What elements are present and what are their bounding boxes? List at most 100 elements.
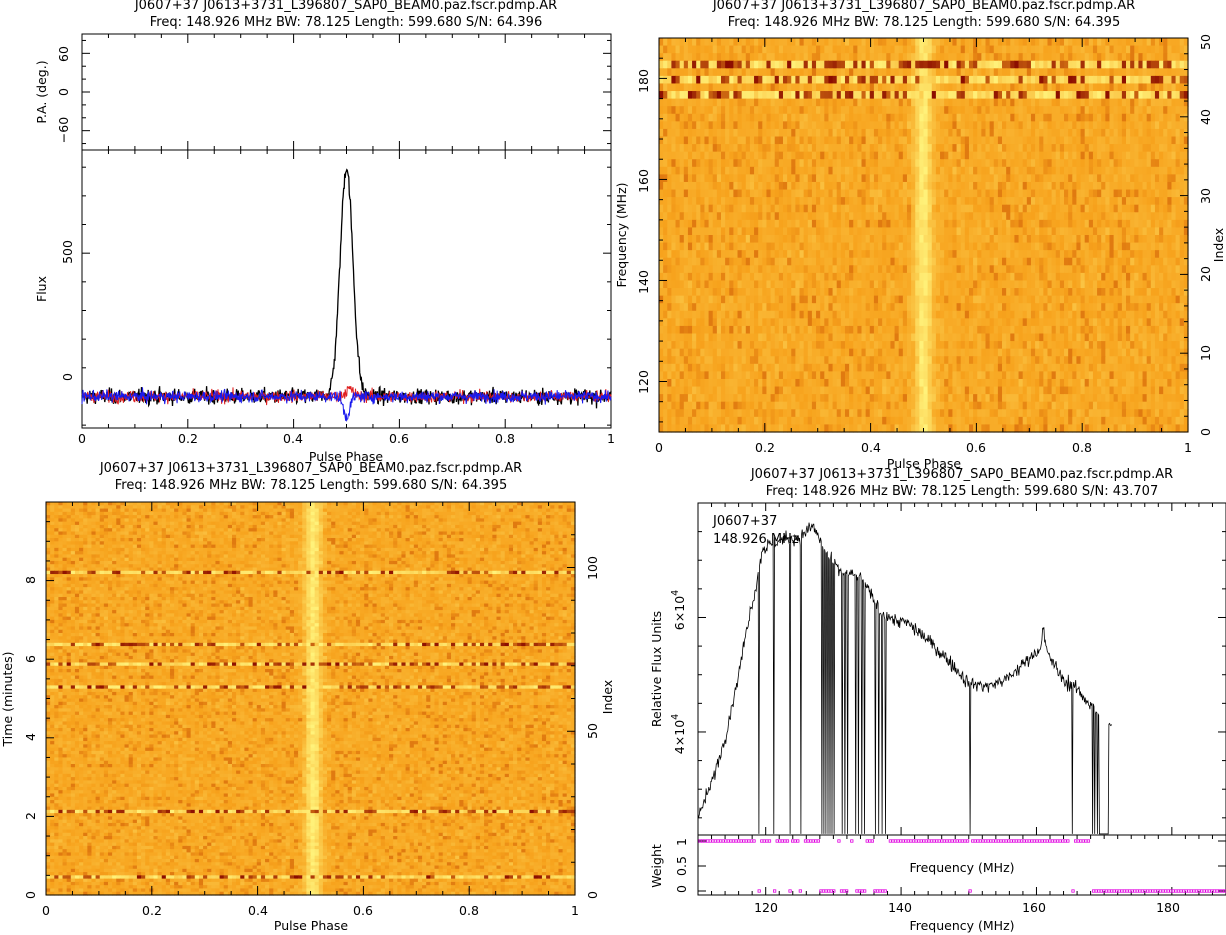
freq-heat-cell	[1072, 144, 1078, 153]
freq-heat-cell	[1171, 144, 1177, 153]
freq-heat-cell	[853, 128, 858, 138]
freq-heat-cell	[791, 68, 796, 77]
freq-heat-cell	[1035, 60, 1040, 69]
freq-heat-cell	[1076, 121, 1082, 130]
freq-heat-cell	[1022, 257, 1028, 266]
freq-heat-cell	[1146, 38, 1152, 47]
freq-heat-cell	[663, 235, 668, 244]
freq-heat-cell	[948, 136, 954, 145]
freq-heat-cell	[1167, 53, 1173, 62]
freq-heat-cell	[960, 288, 966, 297]
freq-heat-cell	[729, 174, 734, 183]
freq-heat-cell	[853, 280, 858, 289]
freq-heat-cell	[1105, 288, 1111, 297]
freq-heat-cell	[720, 159, 726, 168]
freq-heat-cell	[803, 181, 809, 191]
freq-heat-cell	[1130, 151, 1135, 160]
freq-heat-cell	[919, 75, 925, 85]
freq-heat-cell	[1092, 68, 1098, 77]
freq-heat-cell	[931, 83, 937, 92]
freq-heat-cell	[737, 128, 743, 138]
freq-heat-cell	[1014, 197, 1020, 206]
freq-heat-cell	[787, 242, 792, 251]
freq-heat-cell	[787, 159, 792, 168]
freq-heat-cell	[952, 288, 958, 297]
freq-heat-cell	[696, 106, 701, 115]
freq-heat-cell	[1084, 60, 1090, 69]
freq-heat-cell	[679, 235, 685, 244]
freq-heat-cell	[902, 189, 908, 198]
freq-heat-cell	[729, 181, 734, 191]
freq-heat-cell	[766, 45, 772, 54]
freq-heat-cell	[861, 68, 867, 77]
freq-heat-cell	[1146, 68, 1152, 77]
freq-heat-cell	[778, 212, 784, 221]
freq-heat-cell	[1130, 166, 1135, 175]
freq-heat-cell	[1088, 128, 1094, 138]
freq-heat-cell	[692, 144, 697, 153]
freq-heat-cell	[787, 265, 792, 274]
freq-heat-cell	[1080, 121, 1086, 130]
freq-heat-cell	[816, 151, 821, 160]
freq-heat-cell	[791, 288, 796, 297]
freq-heat-cell	[667, 75, 672, 85]
freq-heat-cell	[683, 189, 689, 198]
freq-heat-cell	[906, 166, 912, 175]
freq-heat-cell	[1059, 68, 1065, 77]
freq-heat-cell	[1002, 219, 1007, 229]
freq-heat-cell	[1113, 272, 1119, 282]
freq-heat-cell	[948, 121, 954, 130]
freq-heat-cell	[1092, 45, 1098, 54]
freq-heat-cell	[1092, 219, 1098, 229]
freq-heat-cell	[940, 310, 945, 319]
freq-heat-cell	[1072, 310, 1078, 319]
freq-heat-cell	[940, 53, 945, 62]
freq-heat-cell	[1175, 128, 1181, 138]
pa-yticklabel-minus60: −60	[56, 117, 71, 143]
freq-heat-cell	[853, 189, 858, 198]
freq-heat-cell	[754, 45, 759, 54]
freq-heat-cell	[1047, 68, 1053, 77]
freq-heat-cell	[993, 204, 999, 213]
freq-heat-cell	[1006, 235, 1011, 244]
freq-heat-cell	[1030, 303, 1036, 312]
freq-heat-cell	[927, 181, 933, 191]
freq-heat-cell	[1138, 166, 1144, 175]
freq-heat-cell	[770, 242, 776, 251]
freq-heat-cell	[1010, 83, 1016, 92]
freq-heat-cell	[733, 235, 739, 244]
freq-heat-cell	[923, 280, 929, 289]
freq-heat-cell	[1068, 151, 1073, 160]
freq-heat-cell	[1014, 242, 1020, 251]
freq-heat-cell	[1150, 151, 1156, 160]
freq-heat-cell	[1064, 159, 1069, 168]
freq-heat-cell	[1084, 295, 1090, 304]
freq-heat-cell	[915, 272, 920, 282]
freq-heat-cell	[894, 189, 900, 198]
freq-heat-cell	[1068, 197, 1073, 206]
freq-heat-cell	[762, 272, 768, 282]
freq-heat-cell	[1121, 212, 1127, 221]
freq-heat-cell	[1097, 265, 1102, 274]
freq-heat-cell	[836, 113, 842, 122]
freq-heat-cell	[1150, 257, 1156, 266]
freq-heat-cell	[944, 219, 949, 229]
freq-heat-cell	[795, 136, 801, 145]
freq-heat-cell	[989, 151, 995, 160]
freq-heat-cell	[663, 242, 668, 251]
freq-heat-cell	[836, 250, 842, 259]
freq-heat-cell	[791, 280, 796, 289]
freq-heat-cell	[964, 75, 970, 85]
freq-heat-cell	[1105, 91, 1111, 100]
freq-heat-cell	[716, 113, 722, 122]
freq-heat-cell	[671, 197, 677, 206]
freq-heat-cell	[659, 128, 664, 138]
freq-heat-cell	[799, 91, 805, 100]
freq-heat-cell	[836, 128, 842, 138]
freq-heat-cell	[758, 68, 763, 77]
freq-heat-cell	[849, 151, 854, 160]
freq-heat-cell	[1163, 75, 1168, 85]
freq-heat-cell	[1109, 106, 1115, 115]
freq-heat-cell	[712, 174, 718, 183]
